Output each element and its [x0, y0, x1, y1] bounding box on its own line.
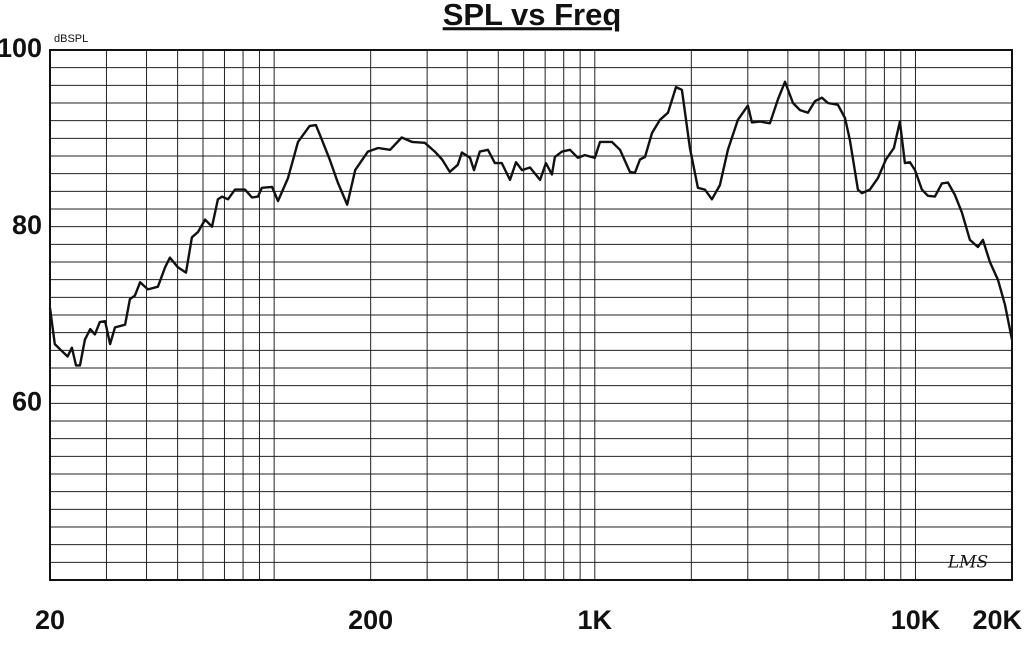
y-tick-label: 60	[12, 386, 42, 416]
x-tick-label: 1K	[578, 605, 613, 635]
y-axis-label: dBSPL	[54, 33, 88, 45]
y-tick-label: 80	[12, 210, 42, 240]
chart-title: SPL vs Freq	[443, 0, 622, 32]
x-tick-label: 200	[348, 605, 393, 635]
response-line	[48, 80, 1014, 367]
x-tick-label: 10K	[891, 605, 941, 635]
y-tick-label: 100	[0, 33, 42, 63]
x-tick-label: 20K	[972, 605, 1022, 635]
x-tick-label: 20	[35, 605, 65, 635]
